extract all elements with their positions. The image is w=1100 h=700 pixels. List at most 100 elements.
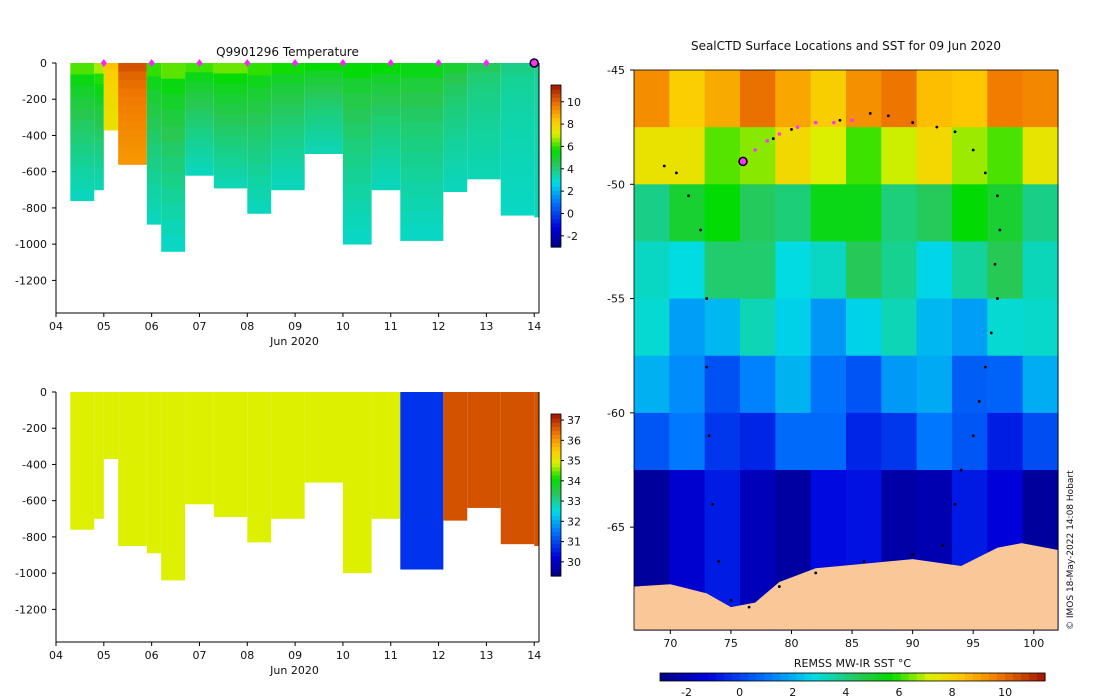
temp-profile-cell bbox=[146, 130, 162, 145]
temp-profile-cell bbox=[213, 63, 248, 74]
salinity-x-tick-label: 11 bbox=[384, 649, 398, 662]
temp-x-tick-label: 12 bbox=[432, 320, 446, 333]
sst-cell bbox=[740, 298, 776, 357]
salinity-profile-column bbox=[534, 392, 539, 546]
sst-cell bbox=[1022, 298, 1059, 357]
recent-track-point bbox=[832, 120, 836, 125]
salinity-profile-column bbox=[94, 392, 104, 519]
temp-profile-cell bbox=[500, 75, 535, 89]
sst-cell bbox=[704, 70, 741, 128]
temp-profile-cell bbox=[70, 74, 95, 87]
sst-cell bbox=[810, 70, 847, 128]
map-colorbar-swatch bbox=[716, 673, 725, 681]
temp-profile-marker bbox=[100, 59, 107, 67]
map-lon-tick-label: 90 bbox=[906, 637, 920, 650]
temp-profile-cell bbox=[146, 210, 162, 225]
salinity-x-axis-title: Jun 2020 bbox=[269, 664, 319, 677]
temp-profile-cell bbox=[161, 220, 186, 237]
sst-cell bbox=[704, 241, 741, 300]
salinity-colorbar-swatch bbox=[551, 515, 561, 520]
temp-y-tick-label: -800 bbox=[22, 202, 47, 215]
map-colorbar-swatch bbox=[772, 673, 781, 681]
temp-colorbar-swatch bbox=[551, 85, 561, 90]
sst-cell bbox=[952, 412, 988, 471]
temp-profile-cell bbox=[500, 164, 535, 178]
map-colorbar-swatch bbox=[692, 673, 701, 681]
temp-profile-cell bbox=[443, 180, 468, 193]
sst-cell bbox=[704, 127, 741, 185]
sst-cell bbox=[634, 412, 670, 471]
sst-cell bbox=[810, 127, 847, 185]
temp-profile-cell bbox=[534, 127, 539, 141]
sst-cell bbox=[987, 298, 1024, 357]
track-point bbox=[687, 194, 690, 198]
sst-cell bbox=[1022, 355, 1059, 414]
sst-cell bbox=[740, 241, 776, 300]
track-point bbox=[675, 171, 678, 175]
sst-cell bbox=[669, 298, 706, 357]
temp-profile-marker bbox=[387, 59, 394, 67]
salinity-y-tick-label: -400 bbox=[22, 458, 47, 471]
map-colorbar-swatch bbox=[780, 673, 789, 681]
temp-colorbar-swatch bbox=[551, 161, 561, 167]
temp-colorbar-swatch bbox=[551, 141, 561, 147]
sst-cell bbox=[916, 298, 953, 357]
map-colorbar-swatch bbox=[860, 673, 870, 681]
salinity-x-tick-label: 07 bbox=[192, 649, 206, 662]
temp-profile-cell bbox=[94, 136, 104, 148]
sst-cell bbox=[881, 184, 918, 243]
temp-profile-cell bbox=[118, 139, 147, 148]
recent-track-point bbox=[753, 148, 757, 152]
map-colorbar-swatch bbox=[1012, 673, 1022, 681]
temp-y-tick-label: -1200 bbox=[15, 274, 47, 287]
temp-profile-cell bbox=[443, 84, 468, 96]
map-colorbar-title: REMSS MW-IR SST °C bbox=[794, 657, 912, 670]
temp-profile-cell bbox=[70, 189, 95, 202]
temp-profile-cell bbox=[118, 122, 147, 132]
sst-cell bbox=[669, 355, 706, 414]
temp-profile-cell bbox=[103, 113, 119, 120]
temp-colorbar-swatch bbox=[551, 105, 561, 110]
sst-cell bbox=[916, 412, 953, 471]
temp-profile-cell bbox=[400, 181, 444, 197]
sst-cell bbox=[987, 70, 1024, 128]
temp-profile-cell bbox=[271, 84, 305, 96]
salinity-panel: 0 -200 -400 -600 -800 -1000 -1200 04 05 06 07 08 09 1… bbox=[15, 386, 581, 677]
salinity-y-tick-label: 0 bbox=[40, 386, 47, 399]
map-colorbar-swatch bbox=[1004, 673, 1014, 681]
map-colorbar-swatch bbox=[964, 673, 974, 681]
temp-profile-cell bbox=[146, 76, 162, 91]
temp-profile-cell bbox=[443, 127, 468, 139]
map-colorbar-swatch bbox=[796, 673, 805, 681]
temp-profile-cell bbox=[400, 107, 444, 123]
sst-cell bbox=[987, 241, 1024, 300]
temp-profile-cell bbox=[213, 135, 248, 147]
temp-profile-cell bbox=[304, 115, 343, 124]
salinity-colorbar-swatch bbox=[551, 482, 561, 488]
temp-profile-cell bbox=[500, 101, 535, 115]
temp-profile-cell bbox=[371, 168, 401, 180]
track-point bbox=[790, 128, 793, 131]
temp-colorbar-swatch bbox=[551, 145, 561, 151]
map-colorbar-frame bbox=[659, 672, 1046, 682]
sst-cell bbox=[775, 127, 812, 185]
temp-colorbar-swatch bbox=[551, 226, 561, 232]
temp-colorbar-swatch bbox=[551, 222, 561, 228]
sst-cell bbox=[740, 412, 776, 471]
map-colorbar-swatch bbox=[676, 673, 685, 681]
map-colorbar-swatch bbox=[836, 673, 846, 681]
map-colorbar-swatch bbox=[788, 673, 797, 681]
temp-y-tick-label: -200 bbox=[22, 93, 47, 106]
temp-profile-cell bbox=[103, 118, 119, 125]
temp-profile-cell bbox=[271, 168, 305, 180]
sst-cell bbox=[987, 127, 1024, 185]
temp-profile-cell bbox=[500, 202, 535, 216]
temp-profile-cell bbox=[70, 166, 95, 179]
salinity-x-tick-label: 13 bbox=[479, 649, 493, 662]
temp-colorbar-label: 8 bbox=[567, 118, 574, 131]
temp-profile-cell bbox=[213, 94, 248, 106]
map-colorbar-swatch bbox=[668, 673, 677, 681]
salinity-x-tick-label: 10 bbox=[336, 649, 350, 662]
temp-profile-cell bbox=[118, 71, 147, 81]
map-lat-tick-label: -60 bbox=[607, 407, 625, 420]
